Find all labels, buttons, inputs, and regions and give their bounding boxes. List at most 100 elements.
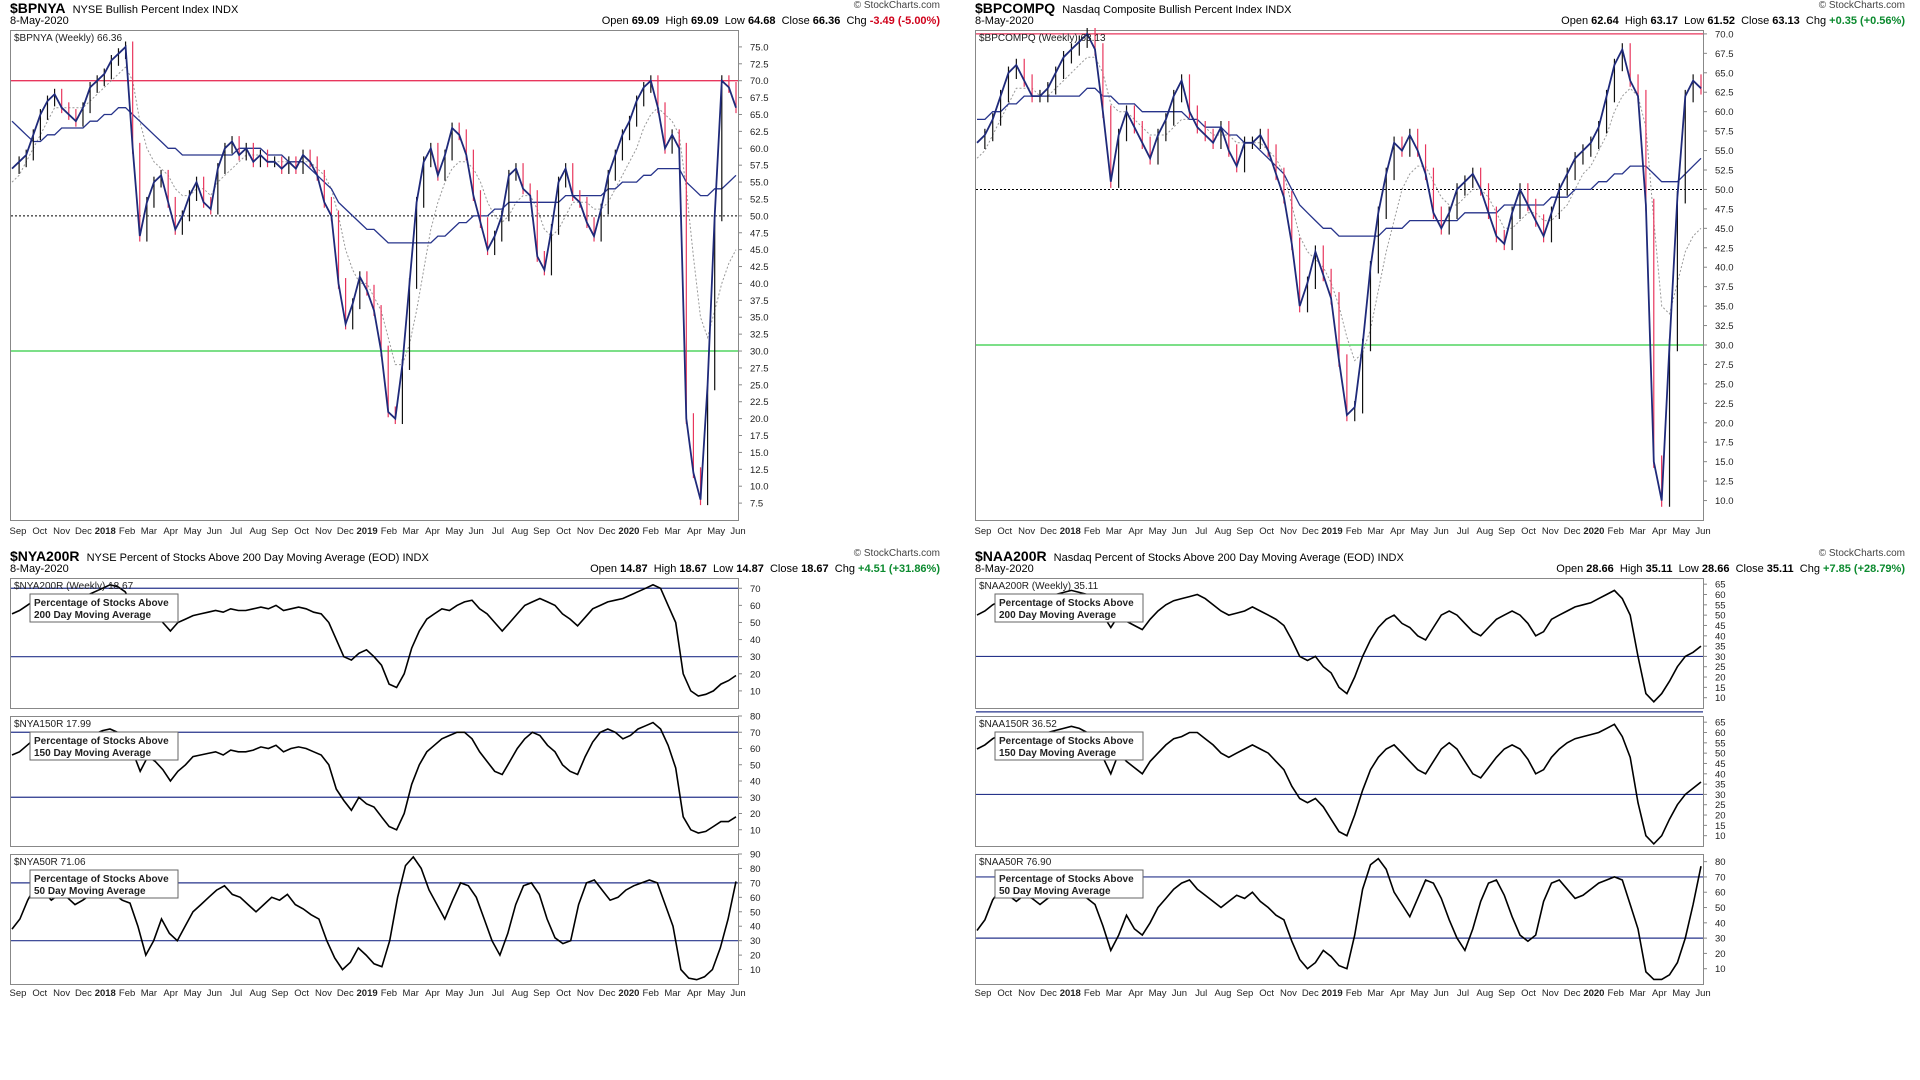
annotation-line: Percentage of Stocks Above <box>999 736 1134 747</box>
bpnya-chart[interactable]: 75.0 72.5 70.0 67.5 65.0 62.5 60.0 57.5 55.0 52.5… <box>10 28 950 548</box>
y-tick-label: 15.0 <box>1715 457 1734 468</box>
chart-name: Nasdaq Composite Bullish Percent Index <box>1062 4 1263 16</box>
x-tick-label: Jun <box>469 526 484 537</box>
y-tick-label: 70.0 <box>750 76 769 87</box>
x-tick-label: 2020 <box>618 988 639 999</box>
y-tick-label: 37.5 <box>1715 282 1734 293</box>
x-tick-label: Oct <box>294 526 309 537</box>
x-tick-label: Nov <box>1018 988 1035 999</box>
x-tick-label: Jun <box>1434 988 1449 999</box>
x-tick-label: May <box>184 526 202 537</box>
x-tick-label: Aug <box>1476 988 1493 999</box>
y-tick-label: 15 <box>1715 821 1726 832</box>
brand-label[interactable]: © StockCharts.com <box>853 0 940 11</box>
y-tick-label: 30.0 <box>750 347 769 358</box>
x-tick-label: Apr <box>1128 988 1143 999</box>
x-tick-label: Dec <box>1040 988 1057 999</box>
y-tick-label: 50 <box>750 618 761 629</box>
y-tick-label: 45 <box>1715 621 1726 632</box>
y-tick-label: 52.5 <box>750 194 769 205</box>
x-tick-label: Feb <box>1346 988 1362 999</box>
y-tick-label: 70 <box>750 584 761 595</box>
x-tick-label: Sep <box>10 988 26 999</box>
x-tick-label: Sep <box>533 526 550 537</box>
y-tick-label: 40 <box>750 635 761 646</box>
x-tick-label: Oct <box>997 526 1012 537</box>
y-tick-label: 45.0 <box>750 245 769 256</box>
y-tick-label: 30 <box>1715 652 1726 663</box>
x-tick-label: Mar <box>1106 988 1122 999</box>
inset-label: $NAA200R (Weekly) 35.11 <box>979 581 1099 592</box>
x-tick-label: Feb <box>643 526 659 537</box>
brand-label[interactable]: © StockCharts.com <box>853 548 940 559</box>
x-tick-label: Mar <box>664 988 680 999</box>
x-tick-label: Apr <box>425 526 440 537</box>
x-tick-label: Apr <box>1390 988 1405 999</box>
chart-symbol[interactable]: $NYA200R <box>10 548 80 564</box>
x-tick-label: Oct <box>1259 526 1274 537</box>
y-tick-label: 40.0 <box>750 279 769 290</box>
annotation-box <box>994 869 1144 899</box>
x-tick-label: 2020 <box>618 526 639 537</box>
x-tick-label: Dec <box>337 988 354 999</box>
x-tick-label: Oct <box>997 988 1012 999</box>
y-tick-label: 65 <box>1715 580 1726 591</box>
y-tick-label: 20 <box>750 951 761 962</box>
chart-symbol[interactable]: $NAA200R <box>975 548 1047 564</box>
ohlc-readout: Open 14.87 High 18.67 Low 14.87 Close 18… <box>590 563 940 575</box>
x-tick-label: Oct <box>556 526 571 537</box>
chart-symbol[interactable]: $BPCOMPQ <box>975 0 1056 16</box>
x-tick-label: Feb <box>381 988 397 999</box>
chart-date: 8-May-2020 <box>10 15 69 27</box>
x-tick-label: Aug <box>511 526 528 537</box>
chart-date: 8-May-2020 <box>975 15 1034 27</box>
y-tick-label: 30 <box>750 936 761 947</box>
y-tick-label: 40 <box>750 777 761 788</box>
x-tick-label: Apr <box>425 988 440 999</box>
x-tick-label: Oct <box>1521 526 1536 537</box>
y-tick-label: 30 <box>1715 790 1726 801</box>
y-tick-label: 25.0 <box>750 380 769 391</box>
y-tick-label: 65.0 <box>1715 68 1734 79</box>
y-tick-label: 20.0 <box>750 414 769 425</box>
chart-symbol[interactable]: $BPNYA <box>10 0 66 16</box>
brand-label[interactable]: © StockCharts.com <box>1818 548 1905 559</box>
x-tick-label: Sep <box>1498 988 1515 999</box>
x-tick-label: Aug <box>250 526 267 537</box>
x-tick-label: Sep <box>10 526 26 537</box>
x-tick-label: Jul <box>1457 988 1469 999</box>
y-tick-label: 45.0 <box>1715 224 1734 235</box>
exchange-label: INDX <box>1377 552 1404 564</box>
x-tick-label: Nov <box>1542 988 1559 999</box>
x-tick-label: Sep <box>533 988 550 999</box>
x-tick-label: Apr <box>687 526 702 537</box>
bpcompq-chart[interactable]: 70.0 67.5 65.0 62.5 60.0 57.5 55.0 52.5 50.0 47.5… <box>975 28 1915 548</box>
annotation-box <box>994 731 1144 761</box>
x-tick-label: Dec <box>75 988 92 999</box>
y-tick-label: 20 <box>1715 949 1726 960</box>
y-tick-label: 35 <box>1715 642 1726 653</box>
x-tick-label: Sep <box>975 526 991 537</box>
x-tick-label: Dec <box>1040 526 1057 537</box>
x-tick-label: Feb <box>1084 988 1100 999</box>
y-tick-label: 37.5 <box>750 296 769 307</box>
nya-breadth-chart[interactable]: 10 20 30 40 50 60 70 $NYA200R (Weekly) 18.67 Per… <box>10 576 950 1080</box>
y-tick-label: 35 <box>1715 780 1726 791</box>
annotation-box <box>29 593 179 623</box>
brand-label[interactable]: © StockCharts.com <box>1818 0 1905 11</box>
y-tick-label: 12.5 <box>750 465 769 476</box>
x-tick-label: Sep <box>271 526 288 537</box>
x-tick-label: May <box>445 988 463 999</box>
x-tick-label: Nov <box>315 988 332 999</box>
x-tick-label: 2018 <box>95 526 116 537</box>
y-tick-label: 67.5 <box>750 93 769 104</box>
x-tick-label: Dec <box>1564 526 1581 537</box>
y-tick-label: 50 <box>1715 611 1726 622</box>
y-tick-label: 10.0 <box>1715 496 1734 507</box>
y-tick-label: 40 <box>1715 769 1726 780</box>
x-tick-label: May <box>1410 988 1428 999</box>
y-tick-label: 22.5 <box>1715 399 1734 410</box>
y-tick-label: 17.5 <box>750 431 769 442</box>
